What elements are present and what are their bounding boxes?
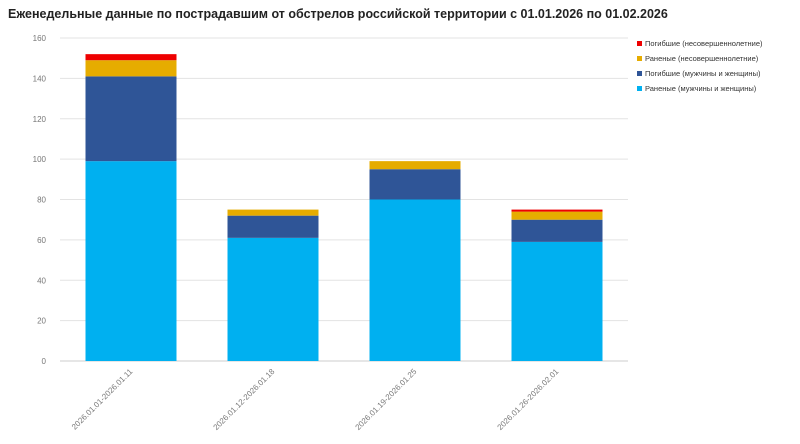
bar-segment [85, 60, 177, 77]
bar-segment [511, 209, 603, 212]
bar-segment [227, 215, 319, 238]
bar-segment [369, 169, 461, 200]
y-tick-label: 140 [33, 74, 47, 83]
y-tick-label: 100 [33, 155, 47, 164]
x-tick-label: 2026.01.12-2026.01.18 [212, 367, 277, 432]
y-tick-label: 60 [37, 236, 46, 245]
y-tick-label: 160 [33, 34, 47, 43]
y-tick-label: 20 [37, 317, 46, 326]
legend-label: Погибшие (несовершеннолетние) [645, 39, 763, 48]
chart-title: Еженедельные данные по пострадавшим от о… [8, 7, 668, 21]
bar-segment [85, 76, 177, 162]
bar-segment [369, 199, 461, 361]
bar-segment [227, 237, 319, 361]
x-tick-label: 2026.01.01-2026.01.11 [70, 367, 135, 432]
y-tick-label: 80 [37, 196, 46, 205]
y-tick-label: 40 [37, 276, 46, 285]
y-tick-label: 120 [33, 115, 47, 124]
bar-segment [511, 241, 603, 361]
legend-label: Раненые (мужчины и женщины) [645, 84, 757, 93]
bar-segment [511, 219, 603, 242]
legend-swatch [637, 71, 642, 76]
bar-segment [511, 211, 603, 220]
bar-segment [369, 161, 461, 170]
legend-swatch [637, 86, 642, 91]
legend-label: Раненые (несовершеннолетние) [645, 54, 759, 63]
bar-segment [85, 161, 177, 361]
legend-swatch [637, 41, 642, 46]
legend-label: Погибшие (мужчины и женщины) [645, 69, 761, 78]
x-tick-label: 2026.01.26-2026.02.01 [496, 367, 561, 432]
x-tick-label: 2026.01.19-2026.01.25 [354, 367, 419, 432]
bar-segment [227, 209, 319, 216]
legend-swatch [637, 56, 642, 61]
y-tick-label: 0 [42, 357, 47, 366]
bar-segment [85, 54, 177, 61]
